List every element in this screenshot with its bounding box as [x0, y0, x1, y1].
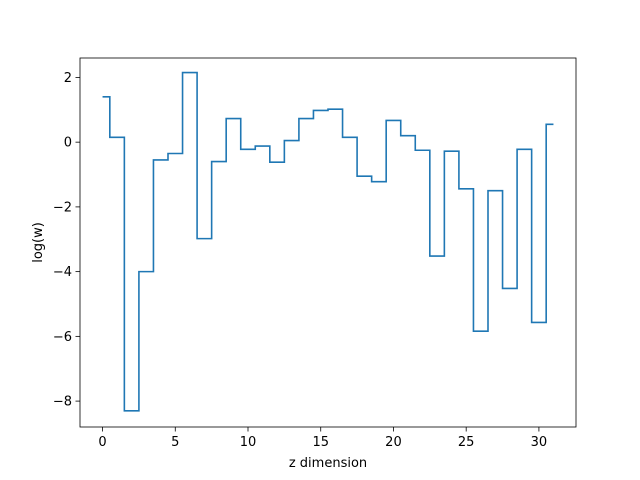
y-tick-label: −8 [53, 395, 72, 410]
x-tick-label: 0 [98, 435, 106, 450]
y-tick-label: −6 [53, 330, 72, 345]
series-layer [102, 71, 554, 412]
y-tick-label: 0 [64, 136, 72, 151]
x-axis: 0 5 10 15 20 25 30 [98, 427, 547, 450]
y-axis-label: log(w) [31, 222, 46, 263]
y-tick-label: 2 [64, 71, 72, 86]
x-tick-label: 20 [385, 435, 402, 450]
x-tick-label: 10 [240, 435, 257, 450]
plot-area [80, 58, 576, 427]
x-tick-label: 30 [531, 435, 548, 450]
series-line-0 [102, 71, 554, 412]
x-axis-label: z dimension [289, 456, 367, 471]
x-tick-label: 5 [171, 435, 179, 450]
y-tick-label: −2 [53, 200, 72, 215]
y-tick-label: −4 [53, 265, 72, 280]
plot-frame [79, 57, 577, 428]
y-axis: 2 0 −2 −4 −6 −8 [53, 71, 80, 410]
x-tick-label: 25 [458, 435, 475, 450]
x-tick-label: 15 [312, 435, 329, 450]
